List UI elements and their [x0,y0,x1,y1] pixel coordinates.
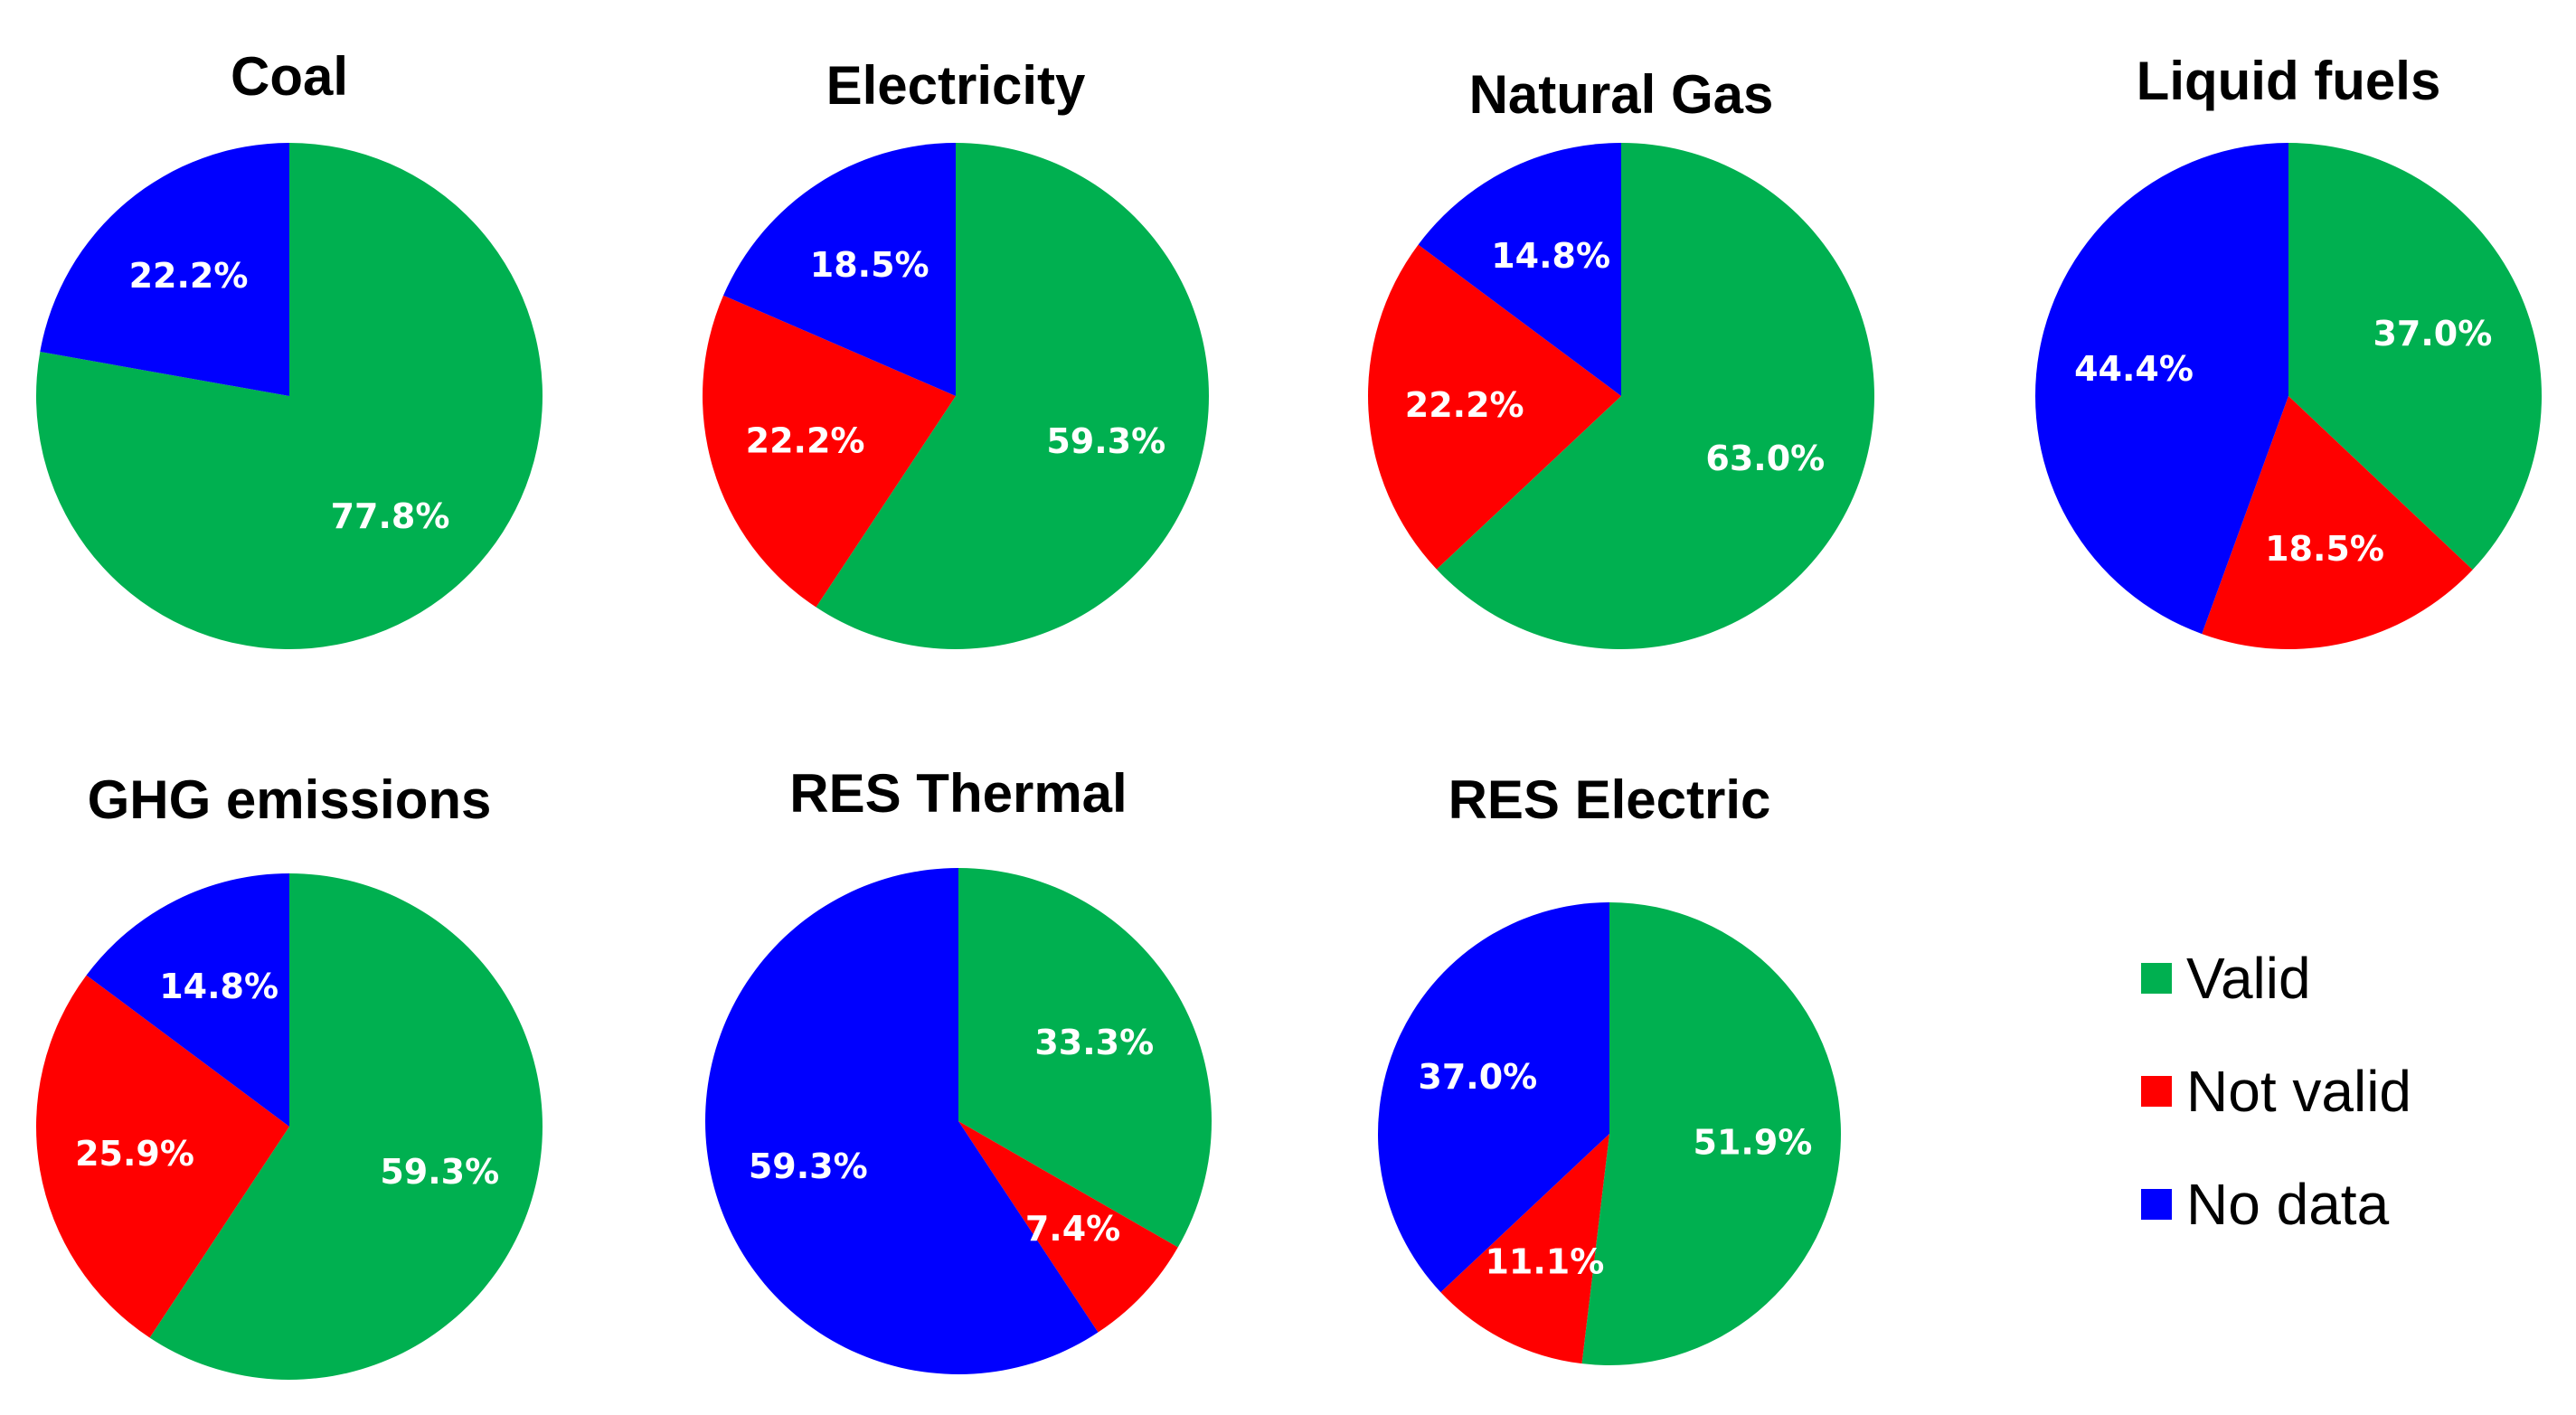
pie-title: GHG emissions [88,769,492,830]
data-label-not-valid: 11.1% [1485,1242,1604,1282]
pie-electricity: Electricity 59.3% 22.2% 18.5% [703,55,1210,649]
data-label-not-valid: 7.4% [1025,1209,1120,1249]
pie-slice-valid [816,143,1210,649]
pie-coal: Coal 77.8% 22.2% [35,46,543,649]
legend-swatch [2141,963,2172,994]
pie-slice-no-data [1377,902,1609,1293]
pie-slice-valid [2288,143,2542,571]
data-label-valid: 59.3% [380,1152,499,1192]
pie-slice-not-valid [1368,244,1621,570]
data-label-no-data: 44.4% [2074,349,2194,389]
pie-slice-not-valid [1440,1134,1609,1364]
pie-slice-not-valid [2202,396,2473,649]
pie-res-electric: RES Electric 51.9% 11.1% 37.0% [1377,769,1841,1365]
legend-label: No data [2186,1172,2390,1237]
pie-slice-no-data [704,868,1099,1374]
data-label-no-data: 59.3% [749,1146,868,1186]
pie-slice-not-valid [703,295,956,608]
data-label-no-data: 37.0% [1418,1057,1537,1097]
data-label-no-data: 14.8% [1491,236,1610,276]
data-label-no-data: 22.2% [129,256,249,296]
legend-swatch [2141,1189,2172,1220]
pies-group: Coal 77.8% 22.2% Electricity 59.3% 22.2% 18.5%… [35,46,2542,1380]
data-label-no-data: 14.8% [159,967,278,1006]
legend: Valid Not valid No data [2141,946,2411,1237]
data-label-valid: 33.3% [1034,1023,1154,1062]
data-label-valid: 37.0% [2373,314,2492,354]
pie-liquid-fuels: Liquid fuels 37.0% 18.5% 44.4% [2035,51,2542,649]
pie-ghg-emissions: GHG emissions 59.3% 25.9% 14.8% [35,769,543,1380]
pie-title: Natural Gas [1469,64,1774,125]
data-label-valid: 59.3% [1046,421,1165,461]
data-label-not-valid: 18.5% [2265,529,2384,569]
pie-slice-no-data [40,143,289,396]
legend-label: Valid [2186,946,2311,1011]
pie-slice-valid [35,143,543,649]
pie-title: RES Electric [1448,769,1771,830]
data-label-no-data: 18.5% [810,245,929,285]
data-label-not-valid: 22.2% [746,420,865,460]
pie-slice-not-valid [958,1121,1178,1333]
pie-slice-valid [1436,143,1874,649]
pie-title: Electricity [826,55,1086,116]
pie-res-thermal: RES Thermal 33.3% 7.4% 59.3% [704,763,1212,1374]
pie-slice-no-data [1418,143,1621,396]
data-label-valid: 77.8% [331,496,450,536]
pie-natural-gas: Natural Gas 63.0% 22.2% 14.8% [1368,64,1874,649]
pie-slice-no-data [86,873,289,1127]
pie-slice-valid [1581,902,1841,1365]
pie-slice-no-data [723,143,956,396]
legend-item-not-valid: Not valid [2141,1059,2411,1124]
legend-item-no-data: No data [2141,1172,2390,1237]
pie-slice-not-valid [35,975,289,1338]
legend-label: Not valid [2186,1059,2411,1124]
pie-title: Liquid fuels [2137,51,2441,111]
data-label-valid: 63.0% [1705,439,1825,478]
data-label-valid: 51.9% [1694,1122,1813,1162]
legend-item-valid: Valid [2141,946,2311,1011]
pie-title: Coal [231,46,348,107]
legend-swatch [2141,1076,2172,1107]
pie-slice-valid [149,873,543,1380]
pie-slice-valid [958,868,1212,1248]
data-label-not-valid: 25.9% [75,1134,194,1174]
pie-slice-no-data [2035,143,2288,635]
data-label-not-valid: 22.2% [1405,385,1524,425]
pie-title: RES Thermal [789,763,1127,824]
